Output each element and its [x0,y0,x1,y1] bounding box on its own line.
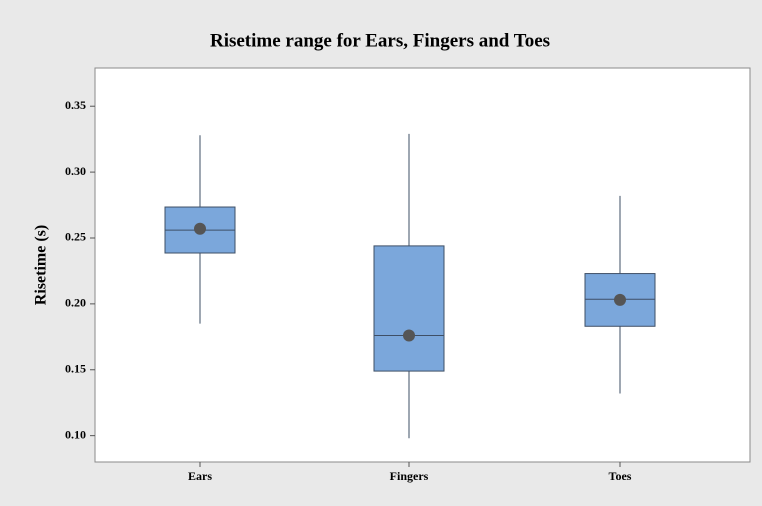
mean-point [194,222,206,235]
x-tick-label: Fingers [390,469,429,483]
y-tick-label: 0.35 [65,98,86,112]
x-tick-label: Ears [188,469,212,483]
box [373,245,445,372]
y-tick-label: 0.15 [65,362,86,376]
y-tick-label: 0.10 [65,427,86,441]
y-tick-label: 0.30 [65,164,86,178]
x-tick-label: Toes [609,469,632,483]
y-tick-label: 0.20 [65,296,86,310]
mean-point [614,293,626,306]
chart-title: Risetime range for Ears, Fingers and Toe… [210,30,550,51]
y-tick-label: 0.25 [65,230,86,244]
mean-point [403,329,415,342]
y-axis-label: Risetime (s) [33,225,50,305]
